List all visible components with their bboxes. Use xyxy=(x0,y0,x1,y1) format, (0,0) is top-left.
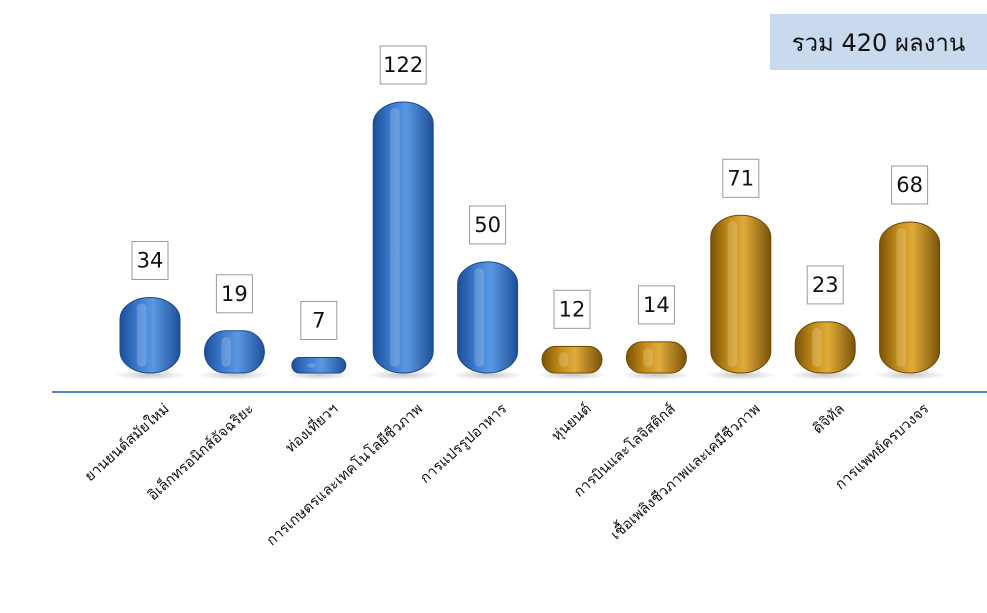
value-label-box xyxy=(806,265,844,305)
bar-2 xyxy=(291,356,347,374)
value-label-box xyxy=(553,289,591,329)
value-label: 12 xyxy=(559,297,586,321)
value-label-box xyxy=(637,285,675,325)
category-label: การแพทย์ครบวงจร xyxy=(832,400,933,493)
bar-highlight xyxy=(643,347,653,367)
bar-highlight xyxy=(727,221,738,367)
bar-9 xyxy=(879,221,941,374)
value-label: 23 xyxy=(812,273,839,297)
value-label: 122 xyxy=(383,53,423,77)
category-label: หุ่นยนต์ xyxy=(548,400,595,444)
total-count-badge: รวม 420 ผลงาน xyxy=(770,14,987,70)
bar-shadow xyxy=(451,370,524,380)
value-label: 50 xyxy=(474,213,501,237)
bar-highlight xyxy=(474,267,484,367)
category-label: การเกษตรและเทคโนโลยีชีวภาพ xyxy=(263,400,426,550)
bars-layer xyxy=(114,101,946,380)
category-labels-layer: ยานยนต์สมัยใหม่อิเล็กทรอนิกส์อัจฉริยะ ท่อ… xyxy=(81,398,933,549)
value-label: 71 xyxy=(727,166,754,190)
value-label: 68 xyxy=(896,173,923,197)
bar-highlight xyxy=(896,227,906,367)
value-label-box xyxy=(891,165,929,205)
bar-highlight xyxy=(390,108,400,367)
bar-shadow xyxy=(114,370,186,380)
value-label-box xyxy=(300,300,338,340)
bar-5 xyxy=(541,345,603,374)
bar-shadow xyxy=(367,370,440,380)
bar-highlight xyxy=(306,363,316,368)
bar-shadow xyxy=(873,370,946,380)
value-label-box xyxy=(379,45,427,85)
bar-6 xyxy=(625,341,687,374)
value-label: 14 xyxy=(643,293,670,317)
bar-highlight xyxy=(558,352,569,367)
value-label-box xyxy=(722,158,760,198)
bar-3 xyxy=(372,101,434,374)
bar-shadow xyxy=(789,370,862,380)
bar-1 xyxy=(203,330,265,374)
bar-shadow xyxy=(704,370,777,380)
bar-7 xyxy=(710,214,772,374)
value-label: 7 xyxy=(312,308,325,332)
value-label-box xyxy=(469,205,507,245)
bar-4 xyxy=(457,261,519,374)
value-label: 19 xyxy=(221,282,248,306)
category-label: การแปรรูปอาหาร xyxy=(418,401,511,487)
bar-0 xyxy=(119,296,181,374)
value-labels-layer: 34 19 7 122 50 12 14 71 23 68 xyxy=(131,45,929,340)
bar-8 xyxy=(794,321,856,374)
category-label: ยานยนต์สมัยใหม่ xyxy=(81,400,173,485)
category-label: เชื้อเพลิงชีวภาพและเคมีชีวภาพ xyxy=(605,398,763,543)
total-count-text: รวม 420 ผลงาน xyxy=(791,28,966,57)
bar-highlight xyxy=(812,327,822,367)
category-label: ดิจิทัล xyxy=(810,401,848,437)
value-label-box xyxy=(131,240,169,280)
value-label: 34 xyxy=(137,248,164,272)
bar-highlight xyxy=(221,336,231,367)
value-label-box xyxy=(215,274,253,314)
bar-shadow xyxy=(198,370,271,380)
category-label: ท่องเที่ยวฯ xyxy=(281,399,342,456)
bar-highlight xyxy=(136,303,147,367)
